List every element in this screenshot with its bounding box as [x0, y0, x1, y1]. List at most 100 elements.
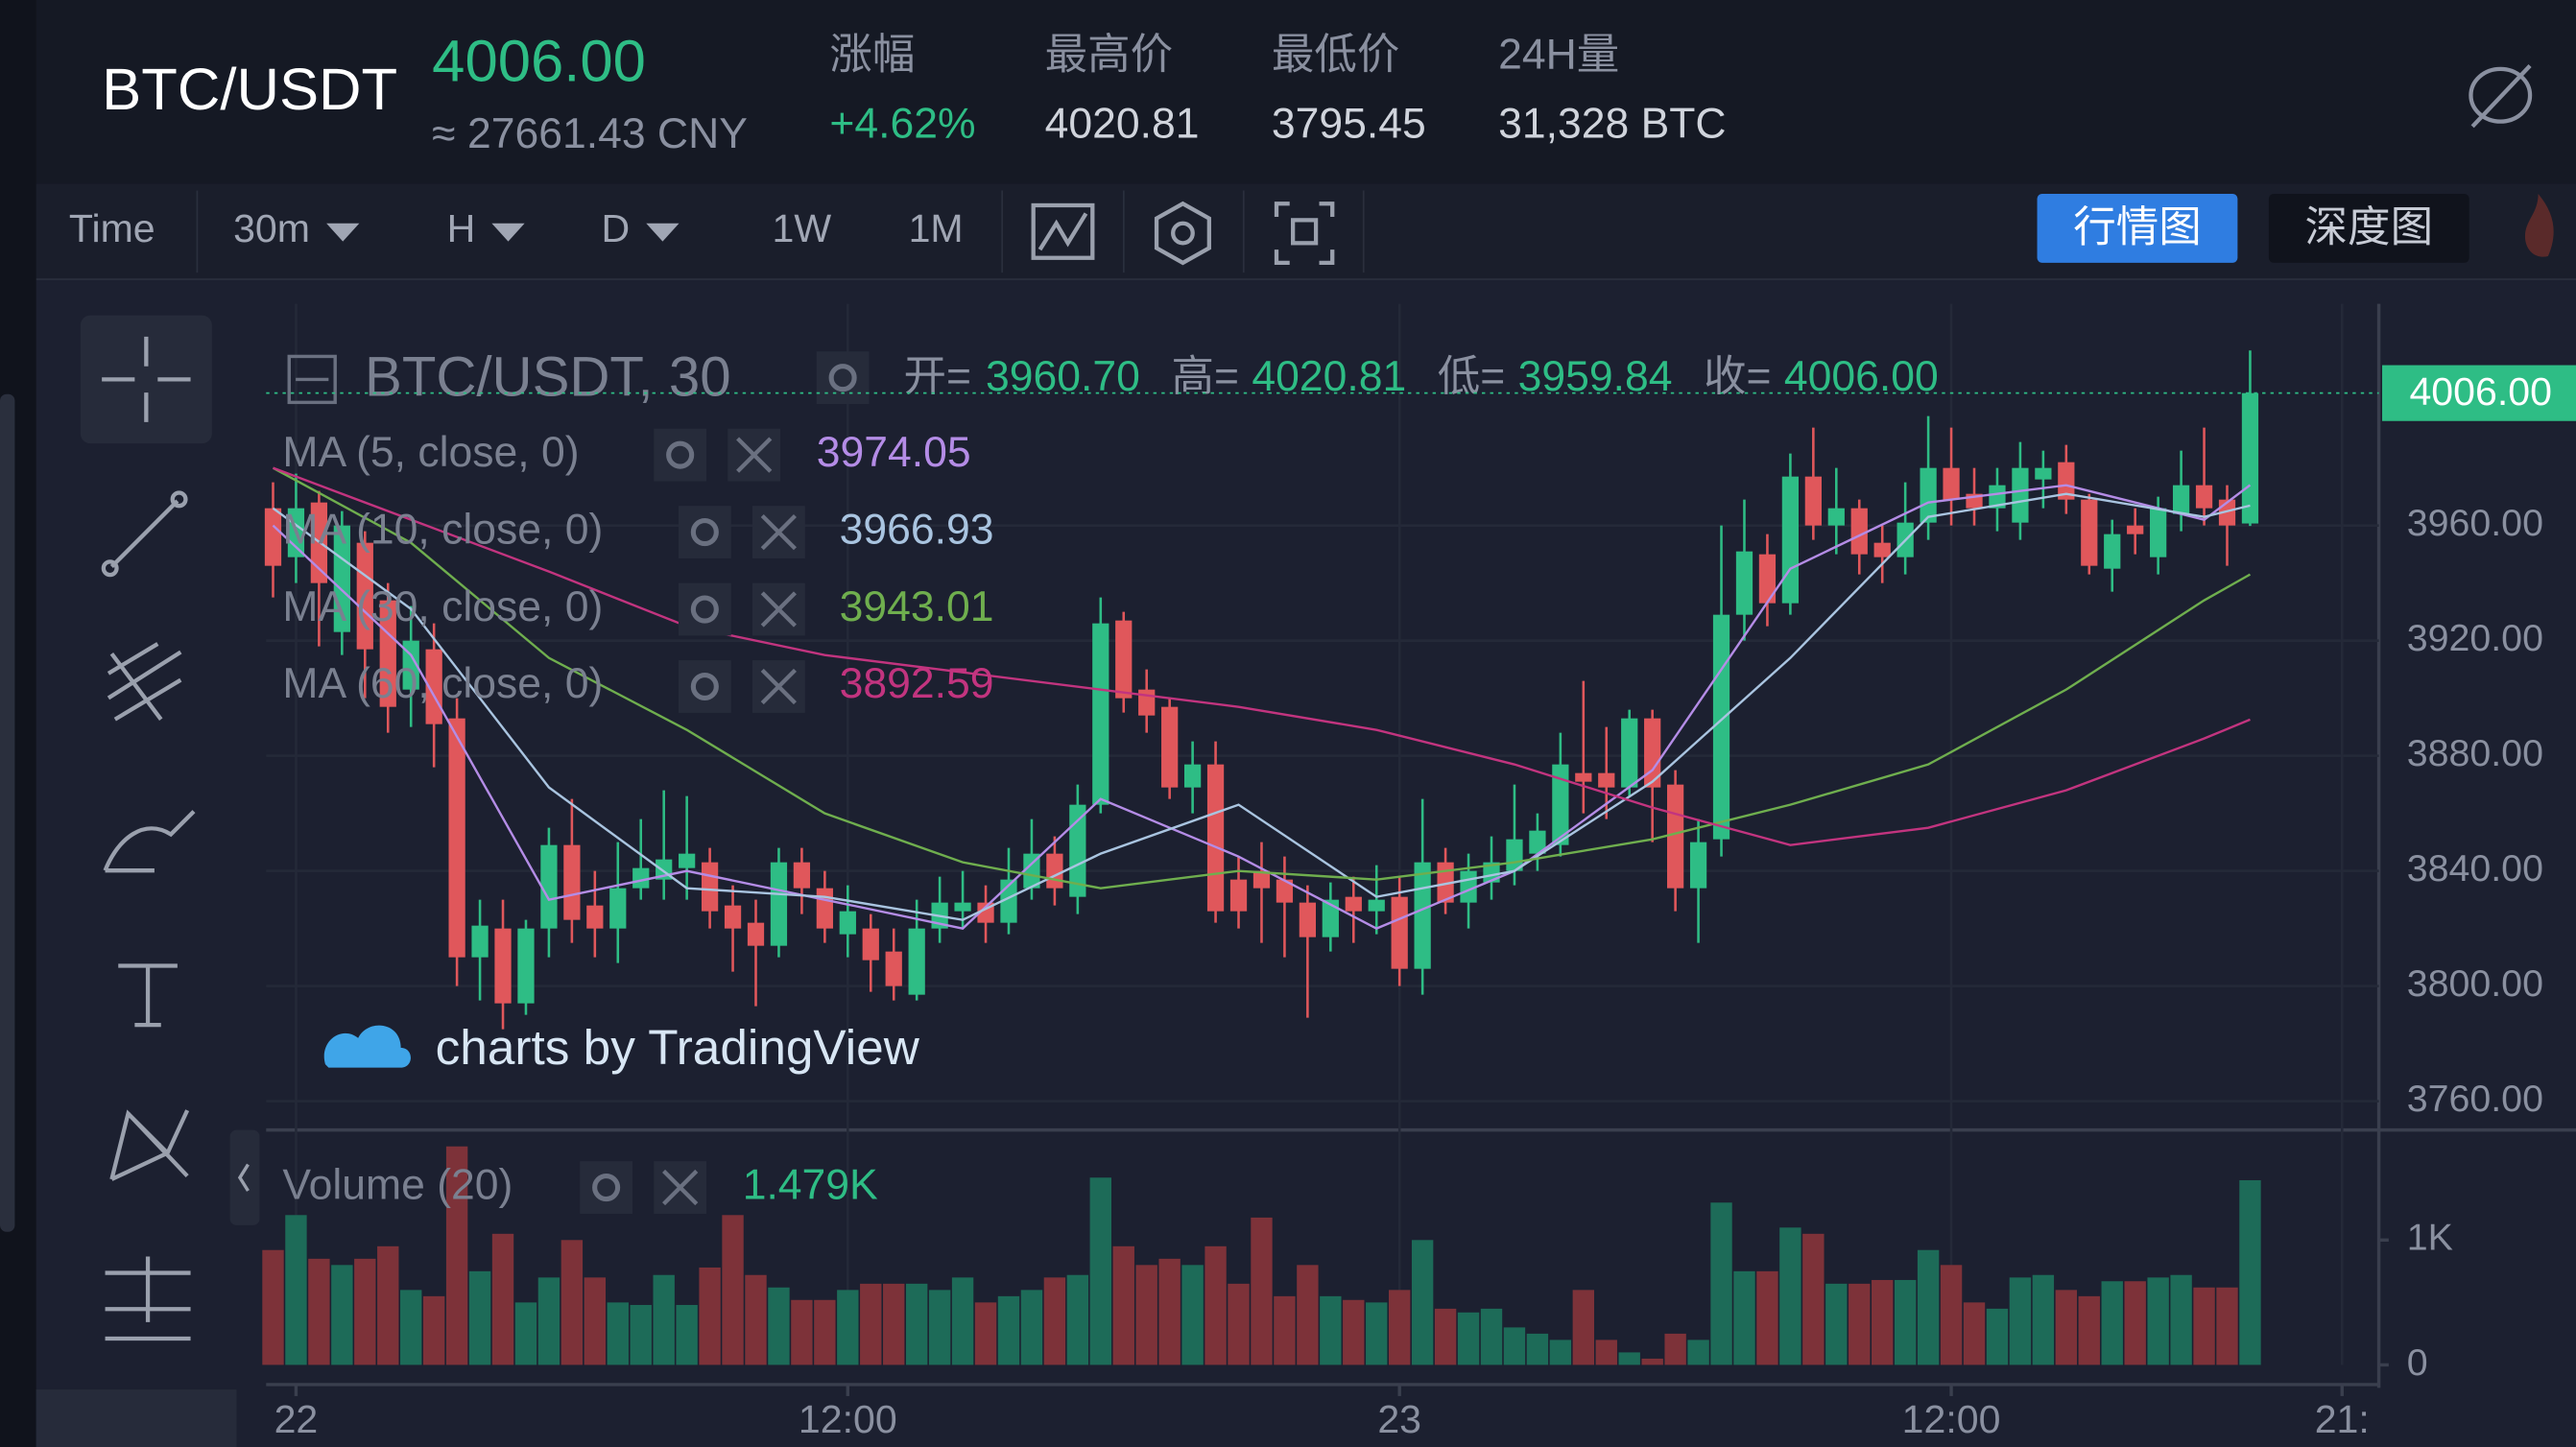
volume-bar — [1849, 1283, 1871, 1365]
x-tick-label: 21: — [2315, 1397, 2370, 1441]
volume-bar — [1710, 1202, 1732, 1365]
volume-bar — [1228, 1283, 1250, 1365]
volume-bar — [1112, 1245, 1134, 1365]
candle-body — [1206, 764, 1225, 912]
dropdown-arrow — [491, 223, 525, 242]
indicator-button[interactable] — [1031, 202, 1095, 260]
interval[interactable]: 30m — [233, 206, 310, 250]
candle-body — [1322, 899, 1339, 937]
volume-bar — [1779, 1227, 1801, 1365]
candle-body — [1873, 542, 1891, 557]
candle-body — [1046, 853, 1063, 889]
volume-bar — [1043, 1277, 1066, 1365]
gear-icon — [592, 1174, 621, 1202]
legend-settings[interactable] — [678, 506, 731, 558]
fullscreen-button[interactable] — [1274, 202, 1335, 266]
stat-label: 涨幅 — [829, 32, 915, 79]
tab-active[interactable] — [2037, 193, 2238, 263]
candle-body — [356, 542, 373, 650]
volume-bar — [974, 1302, 997, 1365]
interval[interactable]: Time — [69, 206, 155, 250]
settings-button[interactable] — [1154, 201, 1211, 266]
line-tool[interactable] — [109, 499, 179, 569]
legend-settings[interactable] — [654, 428, 707, 482]
volume-value: 1.479K — [743, 1161, 878, 1208]
candle-body — [264, 508, 282, 566]
candle-body — [862, 928, 879, 961]
volume-bar — [1641, 1358, 1663, 1365]
scrollbar[interactable] — [0, 393, 15, 1232]
candle-body — [2035, 467, 2052, 480]
candle-body — [793, 862, 811, 889]
collapse-button[interactable] — [229, 1129, 260, 1225]
close-icon — [736, 437, 773, 473]
volume-bar — [722, 1215, 744, 1365]
interval[interactable]: D — [601, 206, 630, 250]
candle-body — [1229, 879, 1248, 912]
candle-body — [1483, 862, 1500, 883]
candle-body — [885, 951, 902, 986]
measure-tool[interactable] — [105, 1256, 191, 1341]
candle-body — [563, 844, 581, 920]
indicator-icon — [1038, 212, 1088, 251]
ma-name: MA (5, close, 0) — [282, 429, 579, 476]
hide-icon[interactable] — [2469, 63, 2533, 129]
candle-body — [2058, 462, 2075, 500]
collapse-legend[interactable] — [287, 354, 337, 405]
volume-bar — [2147, 1277, 2169, 1365]
text-tool[interactable] — [118, 963, 178, 1028]
legend-settings[interactable] — [678, 660, 731, 713]
candle-body — [2127, 525, 2144, 534]
ma-line — [272, 466, 2252, 890]
volume-bar — [1158, 1258, 1181, 1365]
candle-body — [908, 928, 925, 995]
volume-bar — [1572, 1290, 1595, 1365]
volume-bar — [1549, 1340, 1572, 1365]
candle-body — [1920, 467, 1937, 523]
legend-settings[interactable] — [678, 582, 731, 636]
candle-body — [1689, 842, 1707, 889]
interval[interactable]: H — [447, 206, 476, 250]
ohlc-prefix: 低= — [1438, 353, 1506, 400]
candle-body — [1299, 902, 1316, 937]
legend-settings[interactable] — [580, 1161, 633, 1214]
volume-bar — [1181, 1265, 1204, 1365]
volume-bar — [262, 1249, 284, 1365]
crosshair-tool[interactable] — [102, 336, 191, 422]
volume-bar — [1320, 1295, 1342, 1365]
volume-bar — [1687, 1340, 1709, 1365]
fire-icon[interactable] — [2524, 193, 2554, 257]
tool-active[interactable] — [80, 315, 212, 444]
volume-bar — [1205, 1245, 1227, 1365]
y-tick-label: 3880.00 — [2407, 732, 2543, 774]
candle-body — [1023, 853, 1040, 889]
candle-body — [2195, 485, 2213, 509]
ma-name: MA (30, close, 0) — [282, 583, 603, 630]
volume-bar — [951, 1277, 974, 1365]
candle-body — [2104, 534, 2121, 569]
volume-bar — [2216, 1287, 2238, 1365]
tab[interactable] — [2268, 193, 2469, 263]
pattern-tool[interactable] — [109, 1109, 190, 1181]
volume-bar — [1986, 1308, 2009, 1365]
candle-body — [540, 844, 558, 929]
interval[interactable]: 1M — [909, 206, 964, 250]
interval[interactable]: 1W — [773, 206, 832, 250]
ma-value: 3974.05 — [817, 429, 971, 476]
volume-bar — [584, 1277, 607, 1365]
volume-bar — [1434, 1308, 1457, 1365]
candle-body — [1276, 879, 1294, 903]
candle-body — [1781, 476, 1800, 604]
volume-bar — [1526, 1333, 1549, 1365]
tab-label: 深度图 — [2305, 203, 2434, 250]
legend-settings[interactable] — [816, 351, 870, 405]
fib-tool[interactable] — [107, 642, 182, 722]
volume-bar — [1457, 1312, 1480, 1365]
fullscreen-icon — [1290, 218, 1319, 246]
brush-tool[interactable] — [103, 810, 196, 873]
volume-bar — [1733, 1270, 1755, 1365]
volume-bar — [2193, 1287, 2215, 1365]
candle-body — [2012, 467, 2029, 523]
candle-body — [770, 862, 788, 946]
volume-bar — [2101, 1281, 2123, 1365]
